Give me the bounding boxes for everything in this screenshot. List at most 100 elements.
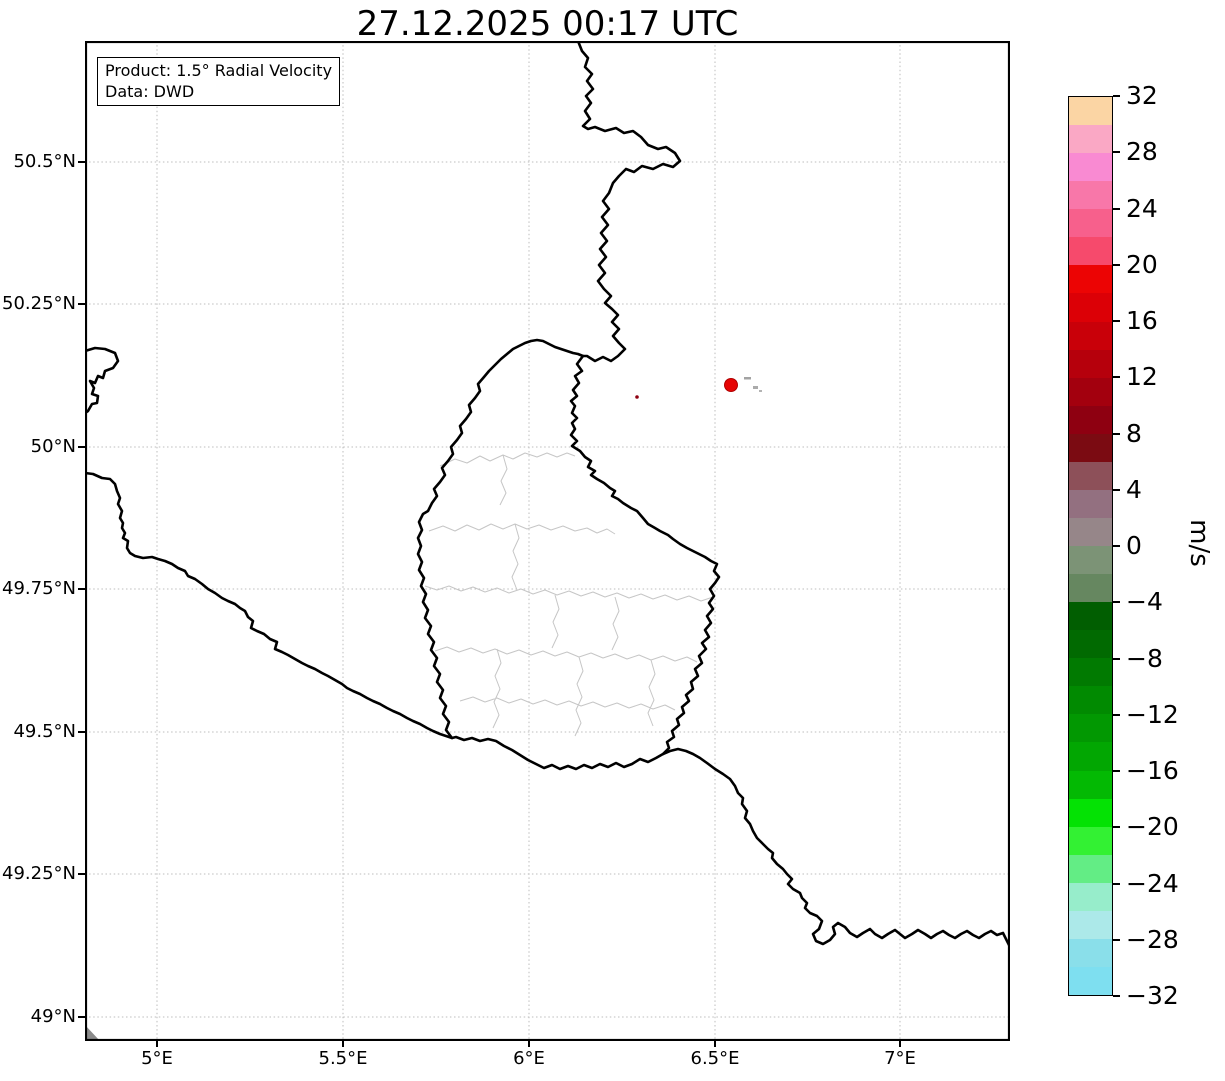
colorbar-segment: [1069, 265, 1112, 294]
y-axis-tick: [78, 303, 85, 305]
y-axis-tick-label: 49.5°N: [13, 721, 76, 742]
y-axis-tick-label: 50.25°N: [2, 293, 76, 314]
colorbar-tick-label: 12: [1126, 362, 1158, 392]
colorbar-tick-label: 20: [1126, 249, 1158, 279]
colorbar-tick: [1113, 938, 1120, 941]
colorbar-segment: [1069, 125, 1112, 154]
colorbar-segment: [1069, 910, 1112, 939]
colorbar-segment: [1069, 321, 1112, 350]
y-axis-tick-label: 50.5°N: [13, 151, 76, 172]
product-info-box: Product: 1.5° Radial Velocity Data: DWD: [97, 57, 341, 106]
colorbar-segment: [1069, 714, 1112, 743]
colorbar-segment: [1069, 181, 1112, 210]
colorbar-tick: [1113, 488, 1120, 491]
gridlines: [85, 41, 1010, 1041]
colorbar-tick-label: 28: [1126, 137, 1158, 167]
y-axis-tick-label: 49.25°N: [2, 863, 76, 884]
radar-echo: [753, 386, 758, 389]
colorbar-tick: [1113, 995, 1120, 997]
colorbar-segment: [1069, 97, 1112, 126]
luxembourg-border: [416, 338, 721, 771]
belgium-france-border: [85, 471, 454, 740]
colorbar-segment: [1069, 574, 1112, 603]
x-axis-tick-label: 5.5°E: [318, 1048, 368, 1069]
colorbar-tick-label: −24: [1126, 868, 1179, 898]
plot-frame: [85, 41, 1010, 1041]
plot-title: 27.12.2025 00:17 UTC: [356, 4, 739, 44]
colorbar-segment: [1069, 630, 1112, 659]
colorbar-tick-label: −28: [1126, 924, 1179, 954]
colorbar-tick: [1113, 320, 1120, 322]
y-axis-tick-label: 49.75°N: [2, 578, 76, 599]
colorbar-tick-label: −32: [1126, 981, 1179, 1010]
radar-echo: [724, 378, 738, 392]
x-axis-tick: [342, 1041, 344, 1047]
colorbar-tick: [1113, 882, 1120, 885]
colorbar-segment: [1069, 237, 1112, 266]
colorbar-tick-label: 8: [1126, 418, 1142, 448]
x-axis-tick-label: 7°E: [884, 1048, 916, 1069]
radar-echo: [759, 390, 762, 392]
belgium-germany-border: [576, 41, 682, 363]
colorbar-tick: [1113, 826, 1120, 829]
colorbar-tick: [1113, 432, 1120, 435]
colorbar-segment: [1069, 826, 1112, 855]
colorbar-tick-label: −16: [1126, 756, 1179, 785]
colorbar-segment: [1069, 433, 1112, 462]
radar-echo-markers: [635, 377, 762, 399]
colorbar-segment: [1069, 854, 1112, 883]
x-axis-tick: [714, 1041, 716, 1047]
map-canvas: [85, 41, 1010, 1041]
colorbar-tick: [1113, 207, 1120, 210]
x-axis-tick: [899, 1041, 901, 1047]
colorbar-tick: [1113, 263, 1120, 266]
colorbar-tick: [1113, 713, 1120, 716]
velocity-colorbar: [1068, 96, 1113, 996]
y-axis-tick-label: 49°N: [30, 1006, 76, 1027]
colorbar-unit-label: m/s: [1184, 519, 1214, 567]
colorbar-tick: [1113, 95, 1120, 97]
colorbar-tick-label: −20: [1126, 812, 1179, 842]
colorbar-tick: [1113, 601, 1120, 604]
product-label: Product: 1.5° Radial Velocity: [105, 61, 333, 80]
colorbar-tick: [1113, 770, 1120, 772]
colorbar-tick-label: 0: [1126, 531, 1142, 560]
colorbar-tick-label: −12: [1126, 699, 1179, 729]
france-germany-border: [661, 747, 1010, 949]
belgium-france-border-west: [85, 346, 120, 415]
colorbar-segment: [1069, 517, 1112, 546]
colorbar-tick: [1113, 151, 1120, 154]
luxembourg-canton-borders: [424, 452, 714, 737]
data-source-label: Data: DWD: [105, 82, 195, 101]
y-axis-tick: [78, 873, 85, 875]
y-axis-tick: [78, 161, 85, 163]
radar-echo: [635, 395, 639, 399]
colorbar-segment: [1069, 461, 1112, 490]
colorbar-segment: [1069, 153, 1112, 182]
colorbar-segment: [1069, 686, 1112, 715]
colorbar-segment: [1069, 489, 1112, 518]
colorbar-segment: [1069, 293, 1112, 322]
colorbar-tick-label: 32: [1126, 81, 1158, 110]
colorbar-segment: [1069, 770, 1112, 799]
colorbar-segment: [1069, 938, 1112, 967]
x-axis-tick-label: 6.5°E: [690, 1048, 740, 1069]
map-plot-area: [85, 41, 1010, 1041]
y-axis-tick: [78, 588, 85, 590]
y-axis-tick: [78, 1016, 85, 1018]
colorbar-segment: [1069, 546, 1112, 575]
colorbar-tick-label: −8: [1126, 643, 1163, 673]
x-axis-tick: [528, 1041, 530, 1047]
y-axis-tick-label: 50°N: [30, 436, 76, 457]
x-axis-tick: [156, 1041, 158, 1047]
radar-echo: [744, 377, 751, 380]
colorbar-segment: [1069, 658, 1112, 687]
colorbar-segment: [1069, 882, 1112, 911]
corner-artifact: [85, 1025, 100, 1041]
x-axis-tick-label: 6°E: [513, 1048, 545, 1069]
y-axis-tick: [78, 731, 85, 733]
colorbar-tick-label: 24: [1126, 193, 1158, 223]
colorbar-segment: [1069, 377, 1112, 406]
colorbar-tick-label: 4: [1126, 474, 1142, 504]
